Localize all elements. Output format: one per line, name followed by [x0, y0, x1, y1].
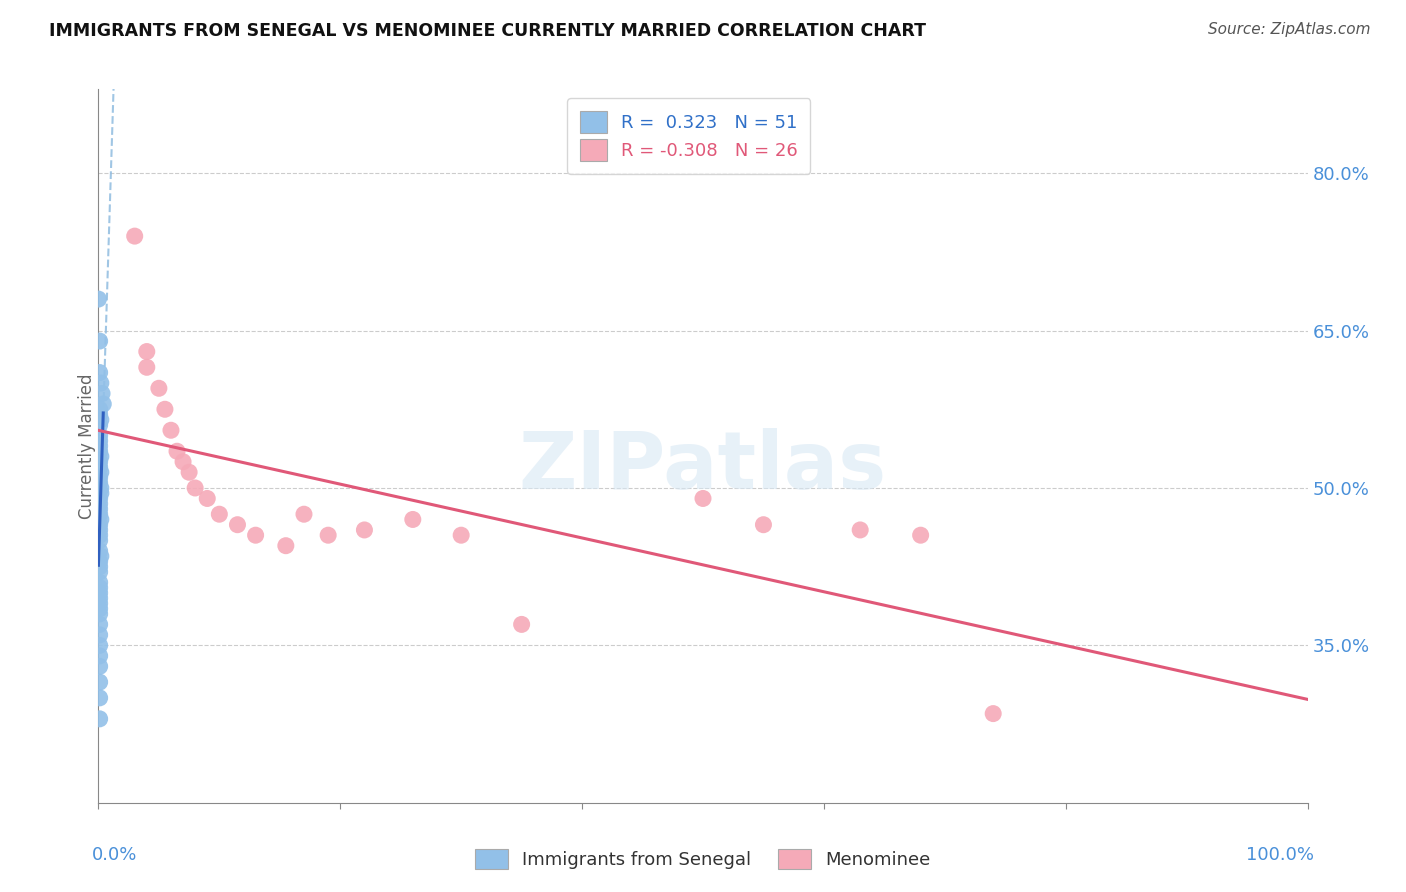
Point [226, 517, 249, 532]
Point [402, 512, 425, 526]
Point [89, 533, 111, 548]
Point [89, 470, 111, 484]
Point [245, 528, 267, 542]
Point [89, 690, 111, 705]
Point [692, 491, 714, 506]
Point [89, 334, 111, 348]
Legend: R =  0.323   N = 51, R = -0.308   N = 26: R = 0.323 N = 51, R = -0.308 N = 26 [567, 98, 810, 174]
Point [89, 565, 111, 579]
Point [89, 544, 111, 558]
Point [179, 465, 201, 479]
Point [89, 455, 111, 469]
Point [172, 455, 194, 469]
Point [752, 517, 775, 532]
Point [89, 507, 111, 521]
Text: IMMIGRANTS FROM SENEGAL VS MENOMINEE CURRENTLY MARRIED CORRELATION CHART: IMMIGRANTS FROM SENEGAL VS MENOMINEE CUR… [49, 22, 927, 40]
Point [89, 601, 111, 615]
Text: Source: ZipAtlas.com: Source: ZipAtlas.com [1208, 22, 1371, 37]
Point [89, 491, 111, 506]
Point [89, 402, 111, 417]
Point [89, 591, 111, 606]
Point [148, 381, 170, 395]
Point [274, 539, 297, 553]
Point [90, 481, 112, 495]
Point [910, 528, 932, 542]
Point [353, 523, 375, 537]
Point [89, 575, 111, 590]
Point [89, 434, 111, 448]
Point [89, 639, 111, 653]
Point [89, 586, 111, 600]
Point [135, 360, 157, 375]
Point [91, 397, 114, 411]
Point [510, 617, 533, 632]
Point [87, 292, 110, 306]
Point [89, 408, 111, 422]
Point [89, 559, 111, 574]
Point [89, 712, 111, 726]
Point [195, 491, 218, 506]
Point [981, 706, 1004, 721]
Point [316, 528, 339, 542]
Point [89, 366, 111, 380]
Point [89, 460, 111, 475]
Point [89, 517, 111, 532]
Point [90, 376, 112, 390]
Point [90, 512, 112, 526]
Point [90, 465, 112, 479]
Point [292, 507, 315, 521]
Point [849, 523, 872, 537]
Point [184, 481, 207, 495]
Point [89, 617, 111, 632]
Y-axis label: Currently Married: Currently Married [79, 373, 96, 519]
Point [89, 417, 111, 432]
Point [89, 607, 111, 621]
Point [450, 528, 472, 542]
Point [166, 444, 188, 458]
Point [89, 497, 111, 511]
Point [124, 229, 146, 244]
Text: 100.0%: 100.0% [1246, 846, 1313, 863]
Point [89, 475, 111, 490]
Point [208, 507, 231, 521]
Point [89, 502, 111, 516]
Text: ZIPatlas: ZIPatlas [519, 428, 887, 507]
Point [89, 581, 111, 595]
Point [135, 344, 157, 359]
Point [89, 648, 111, 663]
Point [90, 450, 112, 464]
Point [89, 675, 111, 690]
Point [90, 549, 112, 564]
Point [89, 523, 111, 537]
Point [89, 439, 111, 453]
Legend: Immigrants from Senegal, Menominee: Immigrants from Senegal, Menominee [467, 839, 939, 879]
Point [89, 444, 111, 458]
Point [89, 596, 111, 610]
Point [153, 402, 176, 417]
Point [90, 486, 112, 500]
Point [89, 628, 111, 642]
Point [89, 554, 111, 568]
Point [89, 428, 111, 442]
Point [89, 528, 111, 542]
Point [160, 423, 183, 437]
Point [90, 413, 112, 427]
Point [91, 386, 114, 401]
Point [89, 659, 111, 673]
Text: 0.0%: 0.0% [93, 846, 138, 863]
